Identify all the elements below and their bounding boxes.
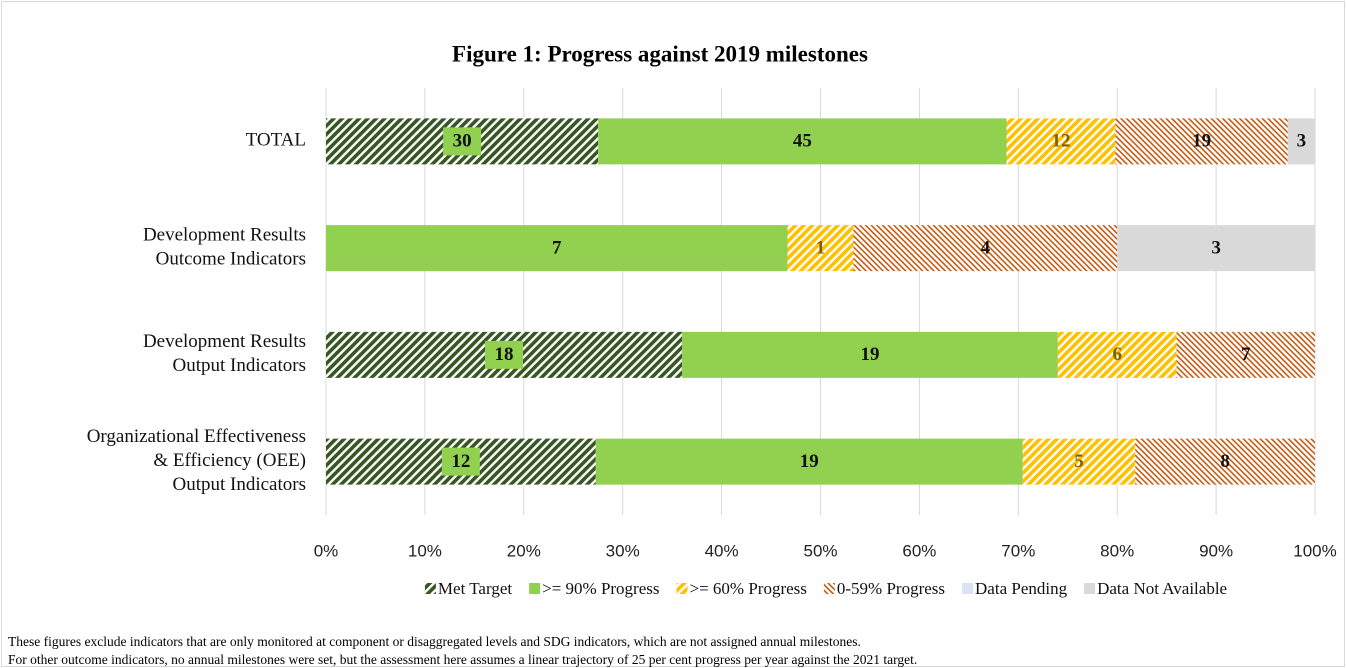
data-label: 19 [1192,131,1211,152]
legend-label: >= 60% Progress [690,579,807,598]
legend: Met Target >= 90% Progress >= 60% Progress… [424,579,1227,598]
bar-segment [853,225,1118,272]
x-tick-label: 50% [803,541,837,560]
legend-swatch [962,583,974,594]
note: These figures exclude indicators that ar… [8,634,861,649]
label-box [441,447,480,476]
y-tick-label: TOTAL [246,130,306,151]
data-label: 12 [451,451,470,472]
data-label: 18 [495,344,514,365]
bar-segment [682,331,1058,378]
bar-segment [1115,118,1288,165]
x-tick-label: 70% [1001,541,1035,560]
legend-label: Met Target [438,579,512,598]
legend-swatch [529,583,541,594]
y-tick-label: Development Results [143,224,306,245]
y-tick-label: Organizational Effectiveness [87,426,306,447]
data-label: 30 [453,131,472,152]
bar-segment [595,438,1023,485]
legend-label: >= 90% Progress [542,579,659,598]
y-tick-label: Output Indicators [172,355,306,376]
bar-segment [1117,225,1315,272]
x-tick-label: 30% [606,541,640,560]
bar-segment [1287,118,1315,165]
data-label: 3 [1211,237,1221,258]
data-label: 45 [793,131,812,152]
y-tick-label: Development Results [143,331,306,352]
x-tick-label: 80% [1100,541,1134,560]
data-label: 7 [552,237,562,258]
legend-swatch [823,583,835,594]
legend-label: 0-59% Progress [837,579,945,598]
data-label: 7 [1241,344,1251,365]
data-label: 3 [1297,131,1307,152]
x-tick-label: 40% [705,541,739,560]
note: For other outcome indicators, no annual … [8,652,917,667]
bar-segment [1006,118,1116,165]
data-label: 12 [1051,131,1070,152]
x-tick-label: 60% [902,541,936,560]
bar-segment [1135,438,1315,485]
bar-segment [326,225,788,272]
x-tick-label: 100% [1293,541,1336,560]
label-box [443,127,482,156]
y-tick-label: Outcome Indicators [156,248,306,269]
data-label: 6 [1112,344,1122,365]
bar-segment [598,118,1007,165]
legend-swatch [676,583,688,594]
bar-segment [1176,331,1315,378]
legend-swatch [424,583,436,594]
y-tick-label: & Efficiency (OEE) [153,450,306,471]
data-label: 5 [1074,451,1084,472]
data-label: 19 [860,344,879,365]
x-tick-label: 0% [314,541,339,560]
data-label: 4 [981,237,991,258]
x-tick-label: 10% [408,541,442,560]
data-label: 8 [1220,451,1230,472]
label-box [485,340,524,369]
bar-segment [1022,438,1136,485]
legend-label: Data Not Available [1097,579,1227,598]
data-label: 19 [800,451,819,472]
bar-segment [787,225,854,272]
legend-label: Data Pending [975,579,1068,598]
x-tick-label: 90% [1199,541,1233,560]
x-tick-label: 20% [507,541,541,560]
chart-title: Figure 1: Progress against 2019 mileston… [452,41,868,66]
legend-swatch [1084,583,1096,594]
data-label: 1 [816,237,826,258]
y-tick-label: Output Indicators [172,474,306,495]
bar-segment [1057,331,1177,378]
